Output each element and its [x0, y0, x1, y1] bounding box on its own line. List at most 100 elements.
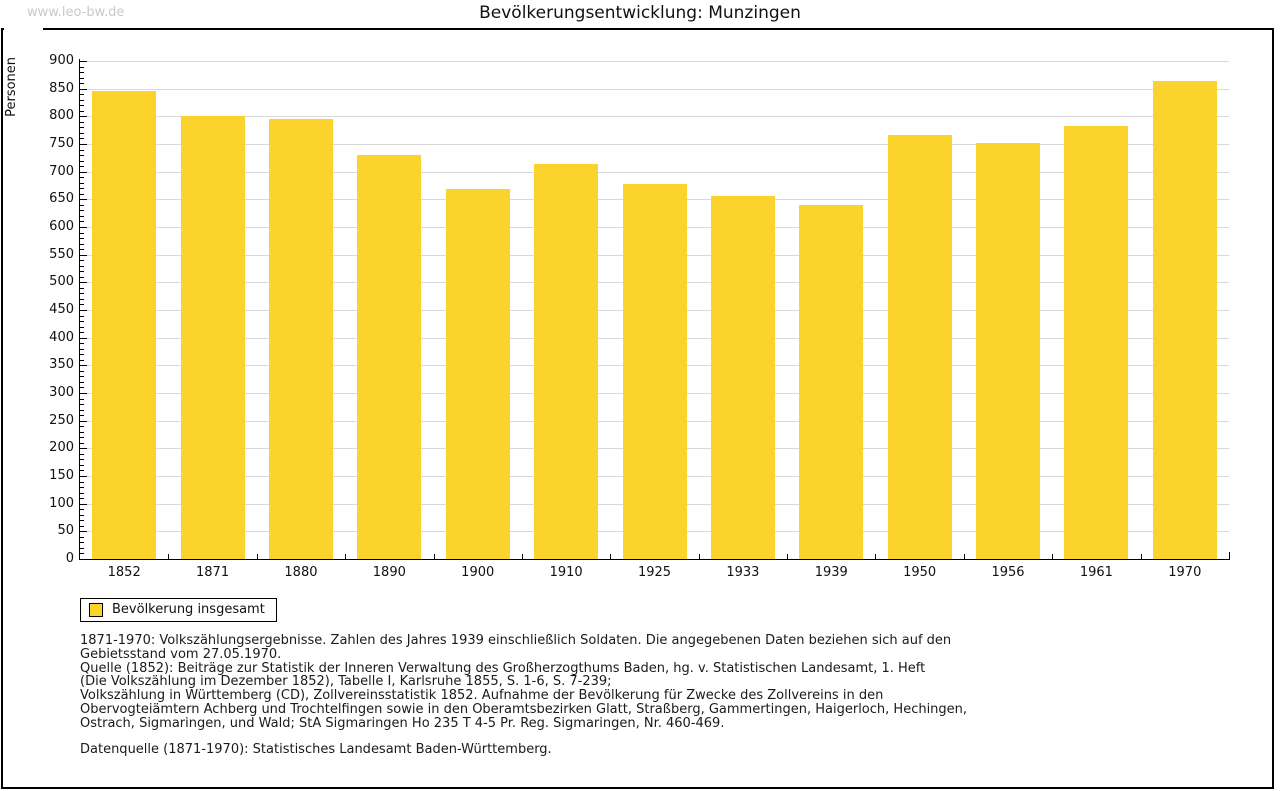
y-minor-tick: [80, 453, 84, 455]
y-minor-tick: [80, 332, 84, 334]
y-minor-tick: [80, 138, 84, 140]
y-minor-tick: [80, 547, 84, 549]
bar-1961: [1064, 126, 1129, 559]
bar-1900: [445, 189, 510, 559]
y-minor-tick: [80, 232, 84, 234]
y-major-tick: [80, 116, 87, 118]
y-major-tick: [80, 448, 87, 450]
x-tick-label: 1910: [549, 565, 583, 580]
gridline: [80, 144, 1229, 145]
x-tick: [1052, 554, 1054, 559]
y-minor-tick: [80, 498, 84, 500]
y-minor-tick: [80, 243, 84, 245]
y-minor-tick: [80, 426, 84, 428]
note-line: Gebietsstand vom 27.05.1970.: [80, 646, 282, 662]
bar-1950: [887, 134, 952, 559]
y-minor-tick: [80, 464, 84, 466]
y-minor-tick: [80, 536, 84, 538]
y-minor-tick: [80, 121, 84, 123]
y-minor-tick: [80, 77, 84, 79]
y-minor-tick: [80, 160, 84, 162]
x-tick-label: 1871: [196, 565, 230, 580]
y-minor-tick: [80, 304, 84, 306]
y-major-tick: [80, 61, 87, 62]
y-tick-label: 550: [49, 246, 74, 262]
y-minor-tick: [80, 404, 84, 406]
y-major-tick: [80, 310, 87, 311]
note-line: Quelle (1852): Beiträge zur Statistik de…: [80, 660, 926, 676]
gridline: [80, 61, 1229, 62]
note-line: Obervogteiämtern Achberg und Trochtelfin…: [80, 701, 968, 717]
x-tick-label: 1933: [726, 565, 760, 580]
y-minor-tick: [80, 193, 84, 195]
bar-1910: [534, 164, 599, 559]
y-major-tick: [80, 503, 87, 505]
gridline: [80, 171, 1229, 173]
y-minor-tick: [80, 293, 84, 295]
y-minor-tick: [80, 370, 84, 372]
y-major-tick: [80, 227, 87, 228]
x-tick: [433, 554, 435, 559]
y-minor-tick: [80, 381, 84, 383]
note-line: 1871-1970: Volkszählungsergebnisse. Zahl…: [80, 633, 952, 648]
y-axis-title: Personen: [4, 57, 19, 117]
y-minor-tick: [80, 215, 84, 217]
y-minor-tick: [80, 343, 84, 345]
y-major-tick: [80, 282, 87, 284]
bar-1956: [976, 143, 1041, 559]
y-major-tick: [80, 476, 87, 477]
bar-1871: [180, 116, 245, 559]
y-minor-tick: [80, 105, 84, 107]
y-minor-tick: [80, 409, 84, 411]
y-minor-tick: [80, 177, 84, 179]
gridline: [80, 116, 1229, 118]
x-axis-line: [79, 559, 1230, 560]
y-minor-tick: [80, 249, 84, 251]
y-minor-tick: [80, 470, 84, 472]
bar-1939: [799, 204, 864, 559]
x-tick-label: 1925: [637, 565, 672, 580]
y-minor-tick: [80, 520, 84, 522]
bar-1852: [92, 90, 157, 559]
x-tick: [875, 554, 877, 559]
y-tick-label: 300: [49, 385, 74, 400]
y-tick-label: 700: [49, 163, 74, 179]
y-minor-tick: [80, 354, 84, 356]
y-major-tick: [80, 365, 87, 367]
x-tick: [1140, 554, 1142, 559]
note-line: (Die Volkszählung im Dezember 1852), Tab…: [80, 674, 612, 690]
datasource-note: Datenquelle (1871-1970): Statistisches L…: [80, 742, 552, 757]
y-major-tick: [80, 337, 87, 339]
y-minor-tick: [80, 166, 84, 168]
x-tick-label: 1956: [991, 565, 1025, 580]
x-tick-label: 1900: [461, 565, 495, 580]
x-tick-label: 1880: [284, 565, 318, 580]
y-minor-tick: [80, 188, 84, 190]
x-tick-label: 1961: [1079, 565, 1113, 580]
x-tick: [698, 554, 700, 559]
x-tick: [345, 554, 347, 559]
y-minor-tick: [80, 260, 84, 262]
y-minor-tick: [80, 459, 84, 461]
y-minor-tick: [80, 415, 84, 417]
bar-1933: [710, 196, 775, 559]
legend-swatch: [89, 602, 103, 617]
x-tick: [610, 554, 612, 559]
y-tick-label: 800: [49, 108, 74, 124]
y-minor-tick: [80, 83, 84, 85]
y-minor-tick: [80, 376, 84, 378]
y-minor-tick: [80, 514, 84, 516]
legend: Bevölkerung insgesamt: [80, 598, 277, 622]
y-minor-tick: [80, 492, 84, 494]
y-minor-tick: [80, 238, 84, 240]
bar-1880: [268, 118, 333, 559]
y-major-tick: [80, 88, 87, 90]
y-minor-tick: [80, 348, 84, 350]
y-tick-label: 850: [49, 80, 74, 96]
x-tick-label: 1970: [1168, 565, 1202, 580]
x-tick-label: 1890: [372, 565, 406, 580]
y-minor-tick: [80, 326, 84, 328]
y-tick-label: 150: [49, 468, 74, 483]
y-minor-tick: [80, 315, 84, 317]
